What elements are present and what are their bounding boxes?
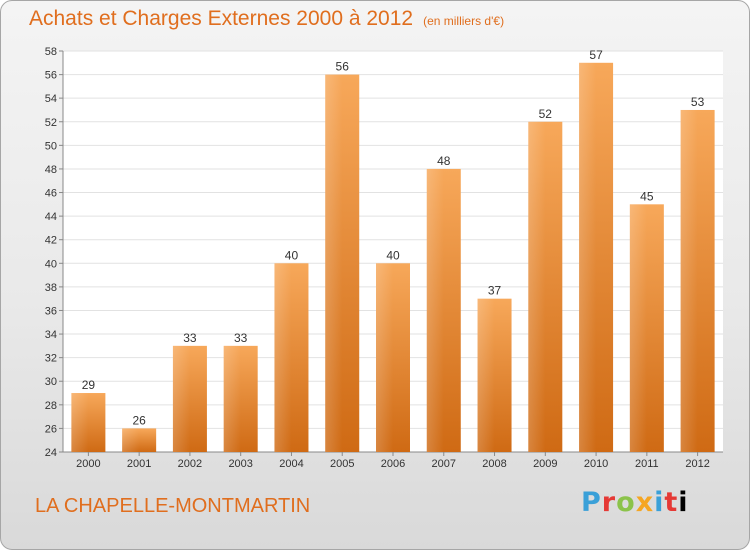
data-labels: 29 26 33 33 40 56 40 48 37 52 57 45 53: [82, 48, 705, 428]
logo-letter: i: [654, 487, 665, 518]
data-label: 53: [691, 95, 705, 109]
y-tick-label: 46: [45, 188, 57, 200]
x-axis: 2000 2001 2002 2003 2004 2005 2006 2007 2008 2009…: [63, 451, 723, 470]
x-tick-label: 2007: [432, 458, 456, 470]
y-tick-label: 24: [45, 447, 57, 459]
x-tick-label: 2002: [178, 458, 202, 470]
x-tick-label: 2012: [685, 458, 709, 470]
bar-highlight: [477, 298, 495, 452]
data-label: 57: [589, 48, 603, 62]
data-label: 26: [132, 413, 146, 427]
y-tick-label: 36: [45, 305, 57, 317]
logo-letter: i: [678, 487, 689, 518]
bar-highlight: [528, 121, 546, 452]
y-tick-label: 58: [45, 46, 57, 58]
data-label: 29: [82, 378, 96, 392]
y-tick-label: 26: [45, 423, 57, 435]
x-tick-label: 2004: [279, 458, 303, 470]
bar-highlight: [274, 263, 292, 452]
y-tick-label: 40: [45, 258, 57, 270]
unit-note: (en milliers d'€): [423, 14, 505, 28]
data-label: 33: [183, 331, 197, 345]
logo-letter: P: [581, 487, 602, 518]
data-label: 52: [539, 107, 553, 121]
bar-highlight: [172, 345, 190, 452]
y-tick-label: 44: [45, 211, 57, 223]
y-tick-label: 56: [45, 70, 57, 82]
bar-highlight: [122, 428, 140, 452]
x-tick-label: 2005: [330, 458, 354, 470]
bars: [71, 62, 715, 453]
y-tick-label: 38: [45, 282, 57, 294]
y-axis: 24 26 28 30 32 34 36 38 40 42 44 46 48 50 52 54 56 58: [45, 46, 64, 459]
bar-highlight: [376, 263, 393, 452]
y-tick-label: 52: [45, 117, 57, 129]
bar-highlight: [426, 168, 444, 453]
chart-title: Achats et Charges Externes 2000 à 2012 (e…: [29, 7, 504, 31]
bar-highlight: [71, 393, 89, 452]
location-name: LA CHAPELLE-MONTMARTIN: [35, 495, 311, 517]
y-tick-label: 42: [45, 235, 57, 247]
y-tick-label: 50: [45, 140, 57, 152]
x-tick-label: 2006: [381, 458, 405, 470]
y-tick-label: 30: [45, 376, 57, 388]
x-tick-label: 2008: [482, 458, 506, 470]
x-tick-label: 2003: [228, 458, 252, 470]
proxiti-logo: Proxiti: [581, 487, 689, 518]
data-label: 45: [640, 189, 654, 203]
y-tick-label: 34: [45, 329, 57, 341]
y-tick-label: 28: [45, 400, 57, 412]
data-label: 48: [437, 154, 451, 168]
data-label: 33: [234, 331, 248, 345]
y-tick-label: 54: [45, 93, 57, 105]
data-label: 37: [488, 284, 502, 298]
x-tick-label: 2001: [127, 458, 151, 470]
y-tick-label: 48: [45, 164, 57, 176]
y-tick-label: 32: [45, 353, 57, 365]
title-text: Achats et Charges Externes 2000 à 2012: [29, 7, 414, 30]
logo-letter: r: [601, 487, 617, 518]
x-tick-label: 2010: [584, 458, 608, 470]
logo-letter: o: [616, 487, 636, 518]
data-label: 56: [336, 60, 350, 74]
bar-highlight: [680, 109, 698, 453]
x-tick-label: 2009: [533, 458, 557, 470]
bar-highlight: [629, 204, 647, 452]
logo-letter: t: [664, 487, 679, 518]
bar-highlight: [223, 345, 241, 452]
data-label: 40: [386, 248, 400, 262]
logo-letter: x: [635, 487, 655, 518]
x-tick-label: 2000: [76, 458, 100, 470]
x-tick-label: 2011: [635, 458, 659, 470]
bar-highlight: [579, 62, 597, 452]
data-label: 40: [285, 248, 299, 262]
bar-highlight: [325, 74, 343, 453]
